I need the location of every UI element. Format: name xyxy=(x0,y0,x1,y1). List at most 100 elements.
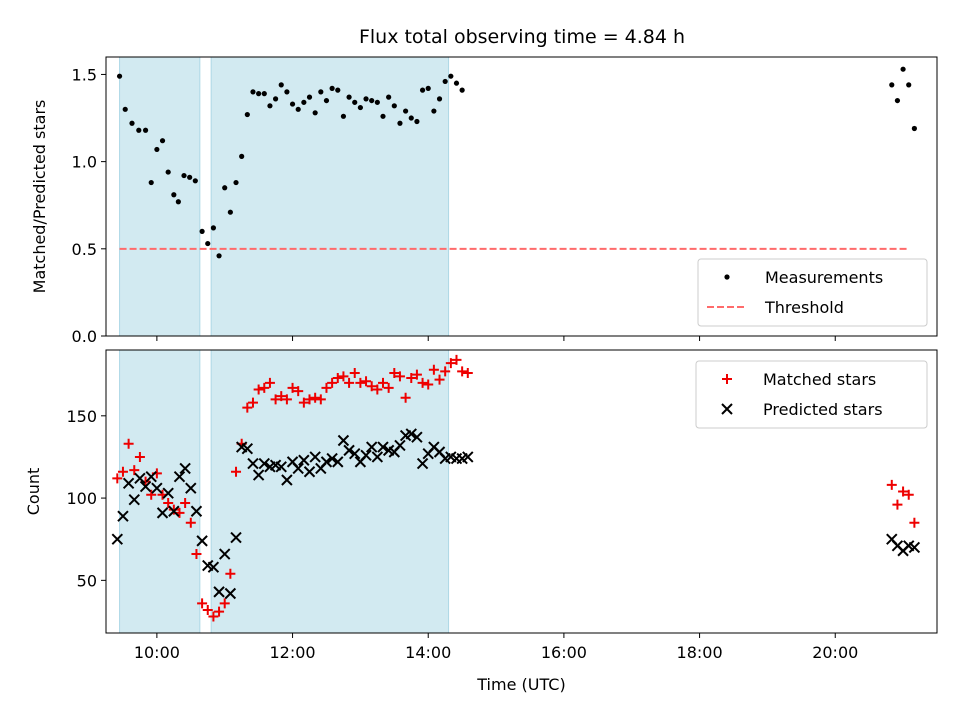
y-axis-label: Matched/Predicted stars xyxy=(30,100,49,294)
predicted-stars-point xyxy=(207,561,220,573)
matched-stars-point xyxy=(338,371,349,382)
matched-stars-point xyxy=(909,517,920,528)
predicted-stars-point xyxy=(411,431,423,443)
measurement-point xyxy=(205,240,211,247)
x-tick-label: 10:00 xyxy=(134,643,180,662)
predicted-stars-point xyxy=(258,457,270,470)
measurement-point xyxy=(369,97,375,104)
matched-stars-point xyxy=(451,354,462,365)
matched-stars-point xyxy=(321,382,332,393)
measurement-point xyxy=(335,87,341,93)
measurement-point xyxy=(181,172,187,179)
measurement-point xyxy=(453,80,460,86)
x-tick-label: 14:00 xyxy=(405,643,451,662)
measurement-point xyxy=(136,127,142,133)
matched-stars-point xyxy=(366,381,377,392)
matched-stars-point xyxy=(231,466,242,477)
measurement-point xyxy=(142,127,149,133)
legend-matched-label: Matched stars xyxy=(763,370,876,389)
matched-stars-point xyxy=(417,377,428,388)
predicted-stars-point xyxy=(128,494,140,506)
predicted-stars-point xyxy=(332,456,344,468)
measurement-point xyxy=(233,179,239,186)
matched-stars-point xyxy=(428,364,439,375)
measurement-point xyxy=(267,103,273,109)
predicted-stars-point xyxy=(230,531,242,544)
matched-stars-point xyxy=(185,517,196,528)
predicted-stars-point xyxy=(179,462,191,475)
predicted-stars-point xyxy=(219,548,231,560)
predicted-stars-point xyxy=(196,535,208,547)
matched-stars-point xyxy=(406,372,417,383)
matched-stars-point xyxy=(197,598,208,609)
predicted-stars-point xyxy=(416,457,429,470)
measurement-point xyxy=(436,96,443,102)
measurement-point xyxy=(159,138,166,144)
measurement-point xyxy=(216,253,222,259)
observing-interval-shade xyxy=(210,349,450,634)
predicted-stars-point xyxy=(320,456,333,468)
predicted-stars-point xyxy=(122,477,135,489)
matched-stars-point xyxy=(264,377,275,388)
measurement-point xyxy=(911,125,917,132)
predicted-stars-point xyxy=(309,451,321,463)
matched-stars-point xyxy=(315,394,326,405)
x-tick-label: 12:00 xyxy=(269,643,315,662)
predicted-stars-point xyxy=(156,507,169,519)
matched-stars-point xyxy=(903,489,914,500)
matched-stars-point xyxy=(349,368,360,379)
measurement-point xyxy=(403,108,409,114)
measurement-point xyxy=(192,178,198,184)
legend-matched-marker xyxy=(722,374,732,384)
predicted-stars-point xyxy=(252,469,265,481)
predicted-stars-point xyxy=(405,428,417,440)
observing-interval-shade xyxy=(119,56,201,337)
matched-stars-point xyxy=(898,486,909,497)
matched-stars-point xyxy=(423,379,434,390)
matched-stars-point xyxy=(117,466,128,477)
measurement-point xyxy=(301,99,307,105)
measurement-point xyxy=(171,192,177,198)
axes-frame xyxy=(105,56,938,337)
x-tick-label: 20:00 xyxy=(812,643,858,662)
matched-stars-point xyxy=(242,402,253,413)
matched-stars-point xyxy=(123,438,134,449)
measurement-point xyxy=(414,118,420,125)
matched-stars-point xyxy=(134,451,145,462)
matched-stars-point xyxy=(191,549,202,560)
matched-stars-point xyxy=(434,374,445,385)
matched-stars-point xyxy=(462,368,473,379)
measurement-point xyxy=(408,115,414,121)
measurement-point xyxy=(391,103,397,109)
measurement-point xyxy=(374,99,380,105)
measurement-point xyxy=(175,199,181,205)
predicted-stars-point xyxy=(145,470,157,483)
measurement-point xyxy=(250,89,256,95)
legend-predicted-label: Predicted stars xyxy=(763,400,883,419)
measurement-point xyxy=(227,209,233,215)
predicted-stars-point xyxy=(213,586,225,598)
measurement-point xyxy=(199,228,205,234)
matched-stars-point xyxy=(276,391,287,402)
measurement-point xyxy=(448,73,454,79)
matched-stars-point xyxy=(163,498,174,509)
predicted-stars-point xyxy=(173,470,186,483)
predicted-stars-point xyxy=(360,449,372,462)
measurement-point xyxy=(363,96,369,102)
matched-stars-point xyxy=(112,473,123,484)
measurement-point xyxy=(129,120,135,126)
matched-stars-point xyxy=(146,489,157,500)
matched-stars-point xyxy=(287,382,298,393)
matched-stars-point xyxy=(327,377,338,388)
y-tick-label: 100 xyxy=(66,489,97,508)
measurement-point xyxy=(278,82,284,88)
matched-stars-point xyxy=(372,384,383,395)
matched-stars-point xyxy=(892,499,903,510)
matched-stars-point xyxy=(344,377,355,388)
measurement-point xyxy=(397,120,403,126)
matched-stars-point xyxy=(445,358,456,369)
y-tick-label: 1.5 xyxy=(72,65,97,84)
predicted-stars-point xyxy=(247,457,259,470)
measurement-point xyxy=(906,82,912,88)
